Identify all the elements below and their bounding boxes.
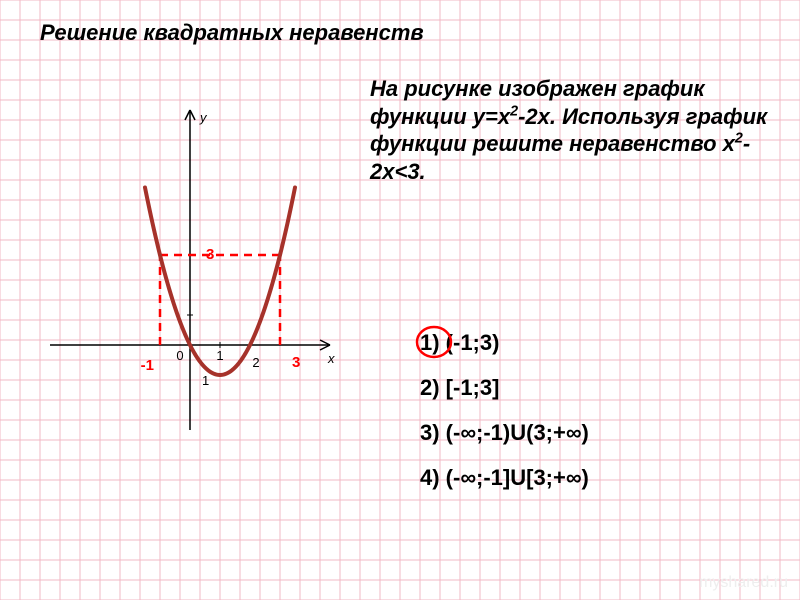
svg-text:2: 2 xyxy=(252,355,259,370)
svg-text:1: 1 xyxy=(202,373,209,388)
answer-circle-icon xyxy=(414,324,454,360)
answer-option-4: 4) (-∞;-1]U[3;+∞) xyxy=(420,465,589,491)
svg-text:0: 0 xyxy=(176,348,183,363)
svg-text:3: 3 xyxy=(206,246,214,263)
svg-text:-1: -1 xyxy=(141,357,154,374)
answer-option-3: 3) (-∞;-1)U(3;+∞) xyxy=(420,420,589,446)
watermark: myshared.ru xyxy=(699,574,788,592)
svg-text:у: у xyxy=(199,110,208,125)
page-title: Решение квадратных неравенств xyxy=(40,20,424,46)
svg-text:3: 3 xyxy=(292,354,300,371)
answer-option-2: 2) [-1;3] xyxy=(420,375,499,401)
svg-text:1: 1 xyxy=(216,348,223,363)
problem-description: На рисунке изображен график функции у=х2… xyxy=(370,75,770,185)
svg-text:х: х xyxy=(327,351,335,366)
parabola-chart: х у 0 1 2 1 3 3 -1 xyxy=(40,100,340,440)
